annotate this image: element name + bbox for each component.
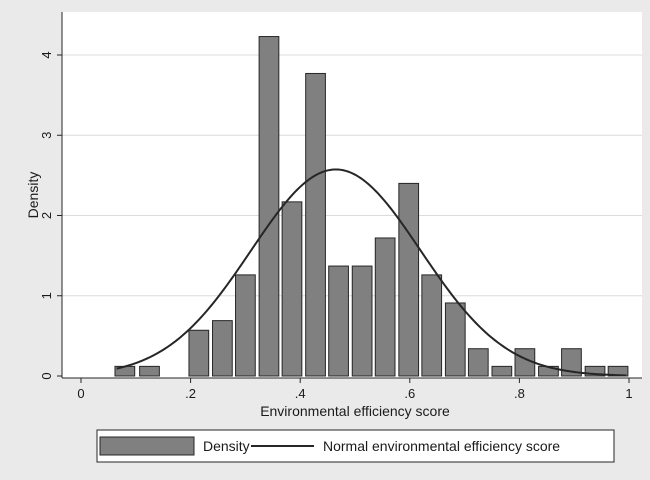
bar <box>491 365 513 377</box>
axes: 0 .2 .4 .6 .8 1 0 1 2 3 4 <box>39 12 642 401</box>
bar <box>188 329 210 377</box>
x-tick-label: .6 <box>404 386 415 401</box>
y-tick-label: 4 <box>39 51 54 58</box>
bar <box>139 365 160 377</box>
bar <box>281 201 303 377</box>
bar <box>305 72 326 377</box>
y-tick-label: 2 <box>39 212 54 219</box>
bar <box>444 302 466 377</box>
y-tick-label: 1 <box>39 292 54 299</box>
normal-curve <box>116 168 627 377</box>
x-tick-label: 0 <box>77 386 84 401</box>
bar <box>258 36 280 377</box>
bar <box>398 182 420 377</box>
legend-swatch-density <box>99 436 195 456</box>
bar <box>351 265 373 377</box>
bar <box>561 348 582 377</box>
legend-label-normal: Normal environmental efficiency score <box>323 438 560 454</box>
bar <box>235 274 256 377</box>
y-tick-label: 3 <box>39 132 54 139</box>
x-tick-label: 1 <box>625 386 632 401</box>
legend: Density Normal environmental efficiency … <box>96 429 615 463</box>
bar <box>212 320 233 377</box>
bars-group <box>114 36 629 377</box>
x-tick-label: .2 <box>185 386 196 401</box>
bar <box>421 274 443 377</box>
bar <box>374 237 396 377</box>
y-axis-title: Density <box>25 172 41 219</box>
x-tick-label: .4 <box>295 386 306 401</box>
y-tick-label: 0 <box>39 372 54 379</box>
bar <box>328 265 349 377</box>
bar <box>467 348 489 377</box>
x-axis-title: Environmental efficiency score <box>260 403 450 419</box>
bar <box>584 365 606 377</box>
x-tick-label: .8 <box>514 386 525 401</box>
legend-label-density: Density <box>203 438 250 454</box>
